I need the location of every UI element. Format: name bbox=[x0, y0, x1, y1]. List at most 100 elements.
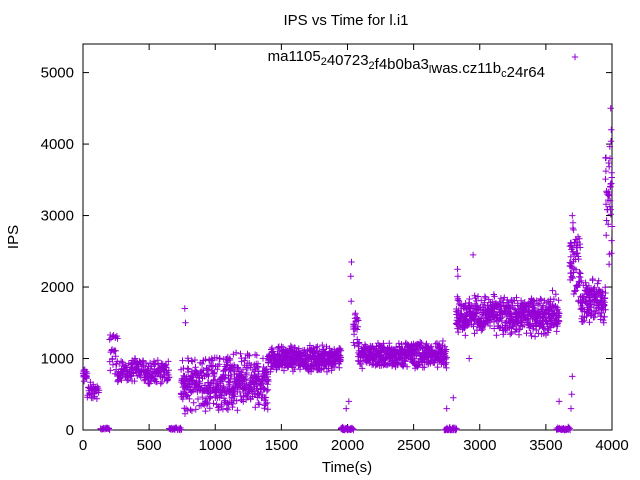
data-point bbox=[579, 318, 587, 325]
data-point bbox=[409, 351, 417, 358]
data-point bbox=[192, 406, 199, 413]
data-point bbox=[417, 338, 424, 346]
data-point bbox=[188, 388, 195, 396]
x-tick-label: 1500 bbox=[265, 437, 298, 454]
y-tick-label: 2000 bbox=[41, 279, 74, 296]
data-point bbox=[350, 331, 358, 338]
data-point bbox=[119, 359, 126, 366]
legend-plus-marker bbox=[571, 53, 579, 61]
data-point bbox=[237, 350, 244, 357]
data-point bbox=[307, 368, 315, 375]
data-point bbox=[427, 344, 434, 351]
legend-marker bbox=[571, 53, 579, 61]
x-tick-label: 0 bbox=[79, 437, 87, 454]
data-point bbox=[582, 295, 590, 303]
data-point bbox=[540, 302, 547, 309]
data-point bbox=[569, 248, 577, 255]
data-point bbox=[602, 175, 609, 183]
data-point bbox=[196, 380, 204, 387]
data-point bbox=[418, 340, 425, 347]
data-point bbox=[478, 297, 485, 304]
data-point bbox=[538, 296, 545, 303]
data-point bbox=[204, 400, 211, 407]
data-point bbox=[441, 343, 448, 350]
y-axis-label: IPS bbox=[5, 225, 22, 249]
data-point bbox=[323, 343, 330, 350]
data-point bbox=[471, 330, 478, 337]
data-point bbox=[352, 310, 359, 317]
data-point bbox=[343, 405, 350, 412]
data-point bbox=[268, 344, 276, 352]
data-point bbox=[140, 358, 147, 366]
data-point bbox=[473, 297, 480, 305]
data-point bbox=[146, 359, 154, 367]
data-point bbox=[226, 379, 233, 386]
data-point bbox=[583, 313, 590, 320]
data-point bbox=[474, 293, 482, 300]
data-point bbox=[181, 305, 188, 312]
data-point bbox=[291, 344, 299, 352]
data-point bbox=[594, 297, 601, 304]
chart-title: IPS vs Time for l.i1 bbox=[283, 12, 408, 29]
x-tick-label: 1000 bbox=[199, 437, 232, 454]
data-point bbox=[493, 332, 500, 339]
data-point bbox=[482, 294, 489, 302]
data-point bbox=[264, 399, 271, 407]
data-point bbox=[567, 405, 575, 412]
data-point bbox=[603, 232, 610, 239]
data-point bbox=[211, 370, 218, 378]
data-point bbox=[582, 279, 589, 286]
data-point bbox=[491, 325, 498, 332]
data-point bbox=[186, 395, 193, 403]
data-point bbox=[350, 339, 357, 346]
data-point bbox=[576, 269, 583, 276]
data-point bbox=[576, 235, 583, 242]
data-point bbox=[114, 335, 121, 342]
data-point bbox=[577, 244, 584, 251]
data-point bbox=[569, 212, 576, 219]
data-point bbox=[470, 323, 477, 330]
data-point bbox=[481, 299, 488, 306]
data-point bbox=[608, 180, 615, 187]
data-point bbox=[547, 298, 554, 305]
data-point bbox=[279, 344, 287, 351]
data-point bbox=[476, 314, 484, 322]
x-tick-label: 2000 bbox=[331, 437, 364, 454]
data-point bbox=[357, 360, 365, 368]
data-point bbox=[518, 317, 525, 324]
data-point bbox=[602, 284, 609, 291]
x-axis-label: Time(s) bbox=[322, 459, 372, 476]
data-point bbox=[486, 322, 494, 330]
data-point bbox=[95, 387, 103, 394]
data-point bbox=[536, 300, 543, 307]
data-point bbox=[192, 364, 199, 371]
data-point bbox=[400, 362, 407, 369]
data-point bbox=[251, 351, 259, 358]
data-point bbox=[194, 395, 202, 403]
data-point bbox=[205, 366, 212, 373]
data-point bbox=[595, 277, 602, 284]
data-point bbox=[428, 343, 435, 350]
data-point bbox=[423, 340, 430, 347]
data-point bbox=[569, 373, 576, 380]
data-point bbox=[166, 374, 173, 381]
data-point bbox=[210, 400, 217, 407]
data-point bbox=[450, 394, 457, 401]
data-point bbox=[254, 360, 262, 367]
data-point bbox=[253, 352, 260, 359]
data-point bbox=[513, 294, 520, 301]
data-point bbox=[235, 364, 242, 372]
data-point bbox=[555, 317, 563, 324]
data-point bbox=[218, 402, 225, 410]
data-point bbox=[566, 426, 574, 434]
data-point bbox=[434, 363, 441, 371]
data-point bbox=[569, 219, 577, 226]
data-point bbox=[553, 328, 560, 335]
x-axis: 0 500 1000 1500 2000 2500 3000 3500 4000 bbox=[79, 44, 629, 454]
data-point bbox=[328, 367, 335, 374]
data-point bbox=[555, 398, 563, 405]
data-point bbox=[262, 366, 269, 373]
data-point bbox=[337, 354, 344, 361]
data-point bbox=[540, 324, 547, 332]
data-point bbox=[219, 406, 227, 413]
